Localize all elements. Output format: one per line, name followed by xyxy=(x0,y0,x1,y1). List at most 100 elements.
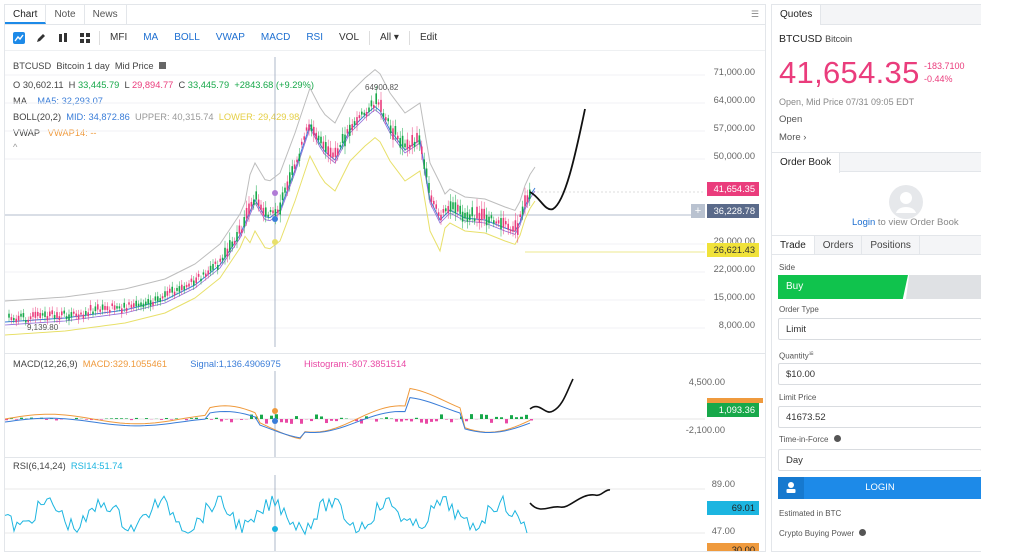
candle xyxy=(53,315,56,319)
macd-histogram-bar xyxy=(440,414,443,419)
chart-type-icon[interactable] xyxy=(13,31,25,44)
indicator-rsi[interactable]: RSI xyxy=(306,32,323,43)
candle xyxy=(8,313,10,318)
candle xyxy=(392,128,394,140)
login-button[interactable]: LOGIN xyxy=(778,477,981,499)
rsi-chart[interactable] xyxy=(5,475,705,551)
indicator-mfi[interactable]: MFI xyxy=(110,32,128,43)
macd-histogram-bar xyxy=(220,419,223,422)
order-type-select[interactable]: Limit xyxy=(778,318,981,340)
candle xyxy=(430,195,433,203)
buy-button[interactable]: Buy xyxy=(778,275,908,299)
candle xyxy=(154,296,157,301)
macd-chart[interactable] xyxy=(5,371,705,457)
indicator-vwap[interactable]: VWAP xyxy=(215,32,245,43)
macd-histogram-bar xyxy=(160,419,163,420)
candle xyxy=(236,232,238,242)
boll-lower-line xyxy=(5,137,536,336)
candle xyxy=(73,311,75,314)
price-chart[interactable] xyxy=(5,57,705,347)
right-panel: Quotes BTCUSD Bitcoin 41,654.35 -183.710… xyxy=(771,4,981,552)
legend-boll-lower: LOWER: 29,429.98 xyxy=(218,112,300,122)
candle xyxy=(481,208,483,220)
candle xyxy=(195,277,197,284)
indicator-boll[interactable]: BOLL xyxy=(174,32,200,43)
candle xyxy=(452,202,454,210)
candle xyxy=(147,298,149,305)
candle xyxy=(413,141,416,148)
candle xyxy=(188,283,190,287)
indicator-ma[interactable]: MA xyxy=(143,32,159,43)
layout-grid-icon[interactable] xyxy=(79,32,91,44)
candle xyxy=(217,265,219,270)
candle xyxy=(85,311,87,315)
macd-histogram-bar xyxy=(485,414,488,419)
info-icon[interactable] xyxy=(833,435,841,442)
tab-quotes[interactable]: Quotes xyxy=(772,5,822,25)
limit-price-input[interactable]: 41673.52 xyxy=(778,406,981,428)
candle xyxy=(94,306,97,312)
quantity-label: Quantity xyxy=(779,351,809,361)
tab-news[interactable]: News xyxy=(85,5,127,24)
tab-orders[interactable]: Orders xyxy=(815,236,863,254)
candle xyxy=(502,217,505,228)
candle xyxy=(152,301,154,306)
tab-chart[interactable]: Chart xyxy=(5,5,47,24)
tab-trade[interactable]: Trade xyxy=(772,236,815,254)
tab-order-book[interactable]: Order Book xyxy=(772,153,841,173)
toolbar-divider xyxy=(99,30,100,45)
legend-boll-label: BOLL(20,2) xyxy=(13,112,62,122)
candle xyxy=(296,159,298,163)
tif-select[interactable]: Day xyxy=(778,449,981,471)
macd-histogram-bar xyxy=(110,418,113,419)
info-icon[interactable] xyxy=(859,529,867,536)
indicator-all-dropdown[interactable]: All ▾ xyxy=(380,32,399,43)
chart-panel: Chart Note News ☰ MFI MA BOLL VWAP MACD … xyxy=(4,4,766,552)
candle xyxy=(337,148,339,156)
quantity-label-row: Quantity≌ xyxy=(779,350,814,361)
candle xyxy=(190,278,193,282)
tab-positions[interactable]: Positions xyxy=(862,236,920,254)
orderbook-login-link[interactable]: Login xyxy=(852,217,876,228)
order-type-label: Order Type xyxy=(779,305,819,314)
candle xyxy=(375,93,377,105)
quote-open-status: Open xyxy=(779,114,803,125)
candle xyxy=(305,127,308,131)
candle xyxy=(279,202,281,215)
quote-more-link[interactable]: More › xyxy=(779,132,807,143)
candle-icon[interactable] xyxy=(57,32,69,44)
candle xyxy=(358,115,361,119)
tab-note[interactable]: Note xyxy=(46,5,85,24)
panel-menu-icon[interactable]: ☰ xyxy=(750,9,759,19)
candle xyxy=(293,164,296,169)
indicator-vol[interactable]: VOL xyxy=(339,32,360,43)
buying-power-label: Crypto Buying Power xyxy=(779,529,855,538)
legend-collapse-icon[interactable]: ^ xyxy=(13,142,18,152)
legend-settings-icon[interactable] xyxy=(158,62,166,69)
candle xyxy=(341,133,344,143)
ma5-line xyxy=(5,106,536,323)
candle xyxy=(161,296,164,299)
macd-histogram-bar xyxy=(240,419,243,420)
quantity-input[interactable]: $10.00 xyxy=(778,363,981,385)
quantity-toggle-icon[interactable]: ≌ xyxy=(808,351,814,357)
macd-histogram-bar xyxy=(255,416,258,419)
candle xyxy=(22,313,25,318)
candle xyxy=(394,125,397,135)
sell-button[interactable] xyxy=(906,275,981,299)
crosshair-add-icon[interactable]: + xyxy=(691,204,705,218)
indicator-macd[interactable]: MACD xyxy=(260,32,291,43)
candle xyxy=(514,220,517,232)
candle xyxy=(349,124,351,136)
macd-histogram-bar xyxy=(185,419,188,421)
macd-histogram-bar xyxy=(385,417,388,419)
edit-button[interactable]: Edit xyxy=(419,32,438,43)
macd-histogram-bar xyxy=(395,419,398,422)
candle xyxy=(20,313,22,317)
legend-ma-row: MA MA5: 32,293.07 xyxy=(13,96,103,106)
draw-pencil-icon[interactable] xyxy=(35,32,47,44)
macd-histogram-bar xyxy=(270,415,273,419)
user-placeholder-icon xyxy=(896,192,916,213)
candle xyxy=(116,306,118,309)
candle xyxy=(385,117,387,121)
